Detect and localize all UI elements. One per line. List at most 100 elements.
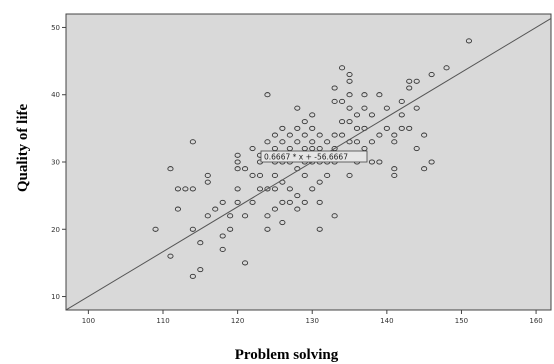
data-point — [406, 125, 413, 131]
data-point — [227, 213, 234, 219]
data-point — [413, 145, 420, 152]
y-tick-label: 10 — [51, 293, 60, 301]
data-point — [368, 112, 375, 118]
data-point — [376, 92, 383, 98]
data-point — [294, 193, 301, 199]
data-point — [271, 186, 278, 192]
y-tick-label: 40 — [51, 91, 60, 99]
data-point — [309, 186, 316, 192]
data-point — [249, 199, 256, 205]
data-point — [339, 98, 346, 105]
data-point — [398, 125, 405, 131]
data-point — [421, 132, 428, 138]
data-point — [301, 119, 308, 125]
y-tick-label: 20 — [51, 226, 60, 234]
data-point — [316, 132, 323, 138]
data-point — [271, 206, 278, 212]
data-point — [234, 186, 241, 192]
data-point — [383, 105, 390, 111]
data-point — [174, 186, 181, 192]
axes: 100 110 120 130 140 150 160 10 20 30 40 50 — [51, 24, 543, 325]
data-point — [167, 253, 174, 259]
data-point — [398, 112, 405, 118]
data-point — [346, 78, 353, 84]
data-point — [271, 132, 278, 138]
data-point — [256, 186, 264, 192]
data-point — [227, 226, 234, 232]
data-point — [279, 219, 286, 226]
data-point — [189, 139, 196, 145]
data-point — [383, 125, 390, 131]
data-point — [189, 273, 196, 279]
data-point — [234, 166, 241, 172]
data-point — [189, 186, 196, 192]
data-point — [309, 125, 316, 131]
data-point — [279, 139, 286, 145]
data-point — [316, 199, 323, 205]
y-tick-label: 50 — [51, 24, 60, 32]
data-point — [346, 119, 353, 125]
data-point — [264, 213, 271, 219]
data-point — [376, 159, 383, 165]
data-point — [256, 172, 264, 179]
data-point — [353, 139, 361, 145]
data-point — [391, 166, 398, 172]
data-point — [316, 179, 323, 185]
y-tick-label: 30 — [51, 159, 60, 167]
data-point — [219, 233, 226, 239]
data-point — [204, 172, 211, 179]
data-point — [264, 139, 271, 145]
x-tick-label: 150 — [455, 317, 468, 325]
data-point — [324, 172, 331, 179]
data-point — [346, 71, 353, 78]
data-point — [406, 78, 413, 84]
data-point — [368, 139, 375, 145]
data-point — [309, 139, 316, 145]
data-point — [286, 132, 293, 138]
data-point — [301, 132, 308, 138]
data-point — [264, 226, 271, 232]
data-point — [376, 132, 383, 138]
data-point — [428, 159, 435, 165]
data-point — [331, 132, 338, 138]
data-point — [204, 213, 211, 219]
data-point — [331, 98, 338, 105]
data-point — [353, 112, 361, 118]
data-point — [197, 240, 204, 246]
data-point — [279, 125, 286, 131]
data-point — [324, 139, 331, 145]
data-point — [331, 85, 338, 91]
data-point — [249, 172, 256, 179]
data-point — [219, 246, 226, 253]
data-point — [413, 105, 420, 111]
data-point — [301, 172, 308, 179]
data-point — [189, 226, 196, 232]
data-point — [391, 132, 398, 138]
data-point — [368, 159, 375, 165]
data-point — [249, 145, 256, 152]
data-point — [346, 92, 353, 98]
data-point — [197, 267, 204, 273]
data-point — [391, 172, 398, 179]
data-point — [286, 199, 293, 205]
data-point — [294, 206, 301, 212]
x-tick-label: 110 — [156, 317, 169, 325]
data-point — [443, 65, 450, 71]
fit-equation-frame — [260, 150, 368, 163]
data-point — [219, 199, 226, 205]
data-point — [339, 119, 346, 125]
x-tick-label: 160 — [529, 317, 542, 325]
data-point — [264, 186, 271, 192]
data-point — [346, 172, 353, 179]
data-point — [279, 199, 286, 205]
data-point — [309, 112, 316, 118]
data-point — [182, 186, 189, 192]
data-point — [391, 139, 398, 145]
data-point — [152, 226, 159, 232]
x-axis-title: Problem solving — [235, 347, 339, 363]
data-points — [152, 38, 472, 279]
data-point — [234, 199, 241, 205]
data-point — [301, 199, 308, 205]
data-point — [346, 105, 353, 111]
